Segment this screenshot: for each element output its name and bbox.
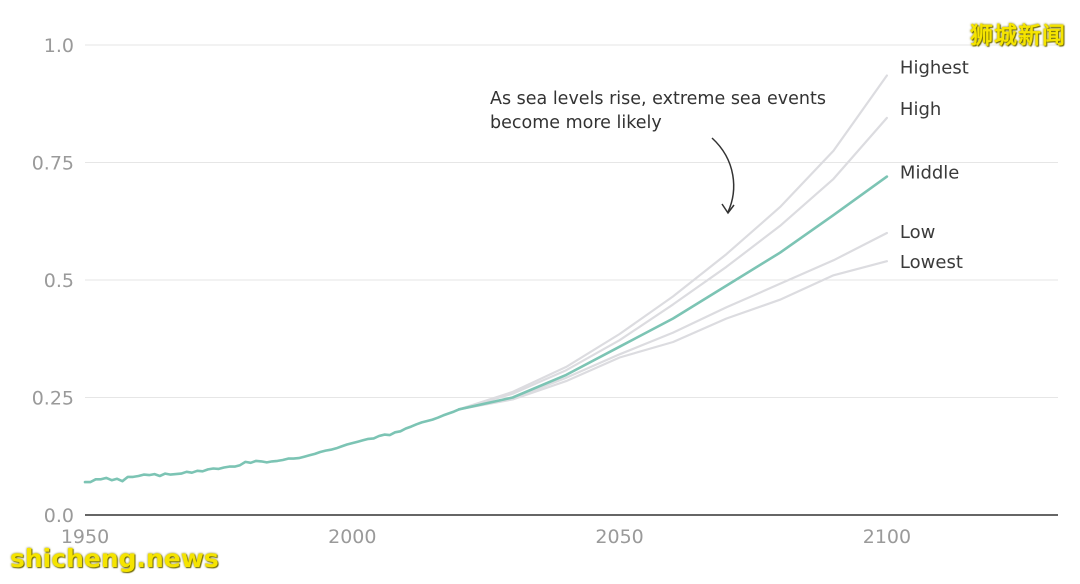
observed-line [83, 408, 461, 484]
y-tick-labels: 0.0 0.25 0.5 0.75 1.0 [32, 35, 74, 527]
x-tick-label-0: 1950 [61, 526, 109, 548]
projection-line-middle [457, 175, 889, 411]
watermark-bottom-left: shicheng.news [10, 544, 219, 573]
y-tick-label-1: 0.25 [32, 388, 74, 410]
annotation-line-1: As sea levels rise, extreme sea events [490, 89, 826, 109]
x-tick-label-3: 2100 [863, 526, 911, 548]
projection-line-highest [458, 74, 888, 411]
watermark-top-right: 狮城新闻 [970, 23, 1066, 49]
y-tick-label-3: 0.75 [32, 153, 74, 175]
x-tick-label-2: 2050 [595, 526, 643, 548]
series-label-highest: Highest [900, 58, 969, 79]
projection-lines [457, 74, 889, 411]
annotation-arrow [711, 137, 735, 213]
series-labels: Highest High Middle Low Lowest [900, 58, 969, 274]
y-tick-label-2: 0.5 [44, 270, 74, 292]
projection-line-high [458, 116, 888, 411]
y-tick-label-4: 1.0 [44, 35, 74, 57]
x-tick-label-1: 2000 [328, 526, 376, 548]
annotation: As sea levels rise, extreme sea events b… [490, 89, 826, 215]
y-tick-label-0: 0.0 [44, 505, 74, 527]
annotation-line-2: become more likely [490, 113, 662, 133]
series-label-low: Low [900, 222, 935, 243]
projection-line-low [458, 231, 888, 411]
x-tick-labels: 1950 2000 2050 2100 [61, 526, 911, 548]
observed-line-layer [83, 408, 461, 484]
annotation-arrowhead [721, 203, 735, 215]
grid-layer [85, 44, 1058, 516]
projection-line-lowest [458, 260, 888, 411]
series-label-middle: Middle [900, 163, 959, 184]
series-label-high: High [900, 99, 941, 120]
series-label-lowest: Lowest [900, 252, 963, 273]
